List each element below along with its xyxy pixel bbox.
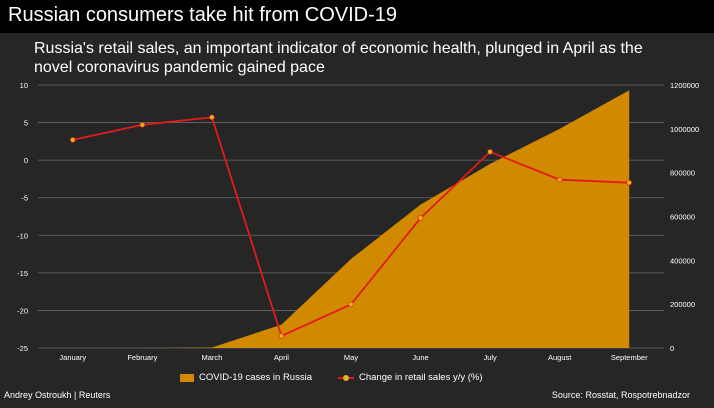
y2-tick-label: 0 [670,344,674,353]
x-tick-label: June [412,353,428,362]
legend-item-retail: Change in retail sales y/y (%) [337,372,483,383]
y2-tick-label: 1000000 [670,125,699,134]
right-axis-labels: 1200000 1000000 800000 600000 400000 200000 0 [670,81,699,353]
x-tick-label: January [59,353,86,362]
y2-tick-label: 800000 [670,169,695,178]
legend-label-cases: COVID-19 cases in Russia [199,372,312,383]
y-tick-label: -25 [17,344,28,353]
y-tick-label: -15 [17,269,28,278]
legend-swatch-area [180,373,194,382]
y-tick-label: -5 [21,194,28,203]
retail-point [626,179,632,186]
x-axis-labels: January February March April May June July Augu… [59,353,648,362]
legend-swatch-line [337,374,354,382]
retail-line-layer [70,114,632,339]
credit-text: Andrey Ostroukh | Reuters [4,390,111,400]
left-axis-labels: 10 5 0 -5 -10 -15 -20 -25 [17,81,28,353]
chart-subtitle: Russia's retail sales, an important indi… [34,40,643,76]
x-tick-label: September [611,353,648,362]
retail-point [556,176,563,183]
x-tick-label: May [344,353,358,362]
retail-point [70,137,76,143]
x-tick-label: April [274,353,289,362]
legend: COVID-19 cases in Russia Change in retai… [180,372,509,383]
y-tick-label: 10 [20,81,28,90]
retail-point [139,122,146,128]
source-text: Source: Rosstat, Rospotrebnadzor [551,390,690,400]
y-tick-label: -10 [17,231,28,240]
retail-point [209,114,215,121]
plot-area: 10 5 0 -5 -10 -15 -20 -25 1200000 1000000 800000 6… [17,81,699,362]
y2-tick-label: 200000 [670,300,695,309]
retail-point [278,333,285,339]
y2-tick-label: 1200000 [670,81,699,90]
x-tick-label: March [201,353,222,362]
x-tick-label: August [548,353,572,362]
y-tick-label: 5 [24,119,28,128]
retail-point [487,149,493,155]
chart-panel: Russia's retail sales, an important indi… [0,33,714,408]
y-tick-label: 0 [24,156,28,165]
cases-area-layer [72,90,630,348]
y-tick-label: -20 [17,306,28,315]
retail-point [417,215,424,221]
y2-tick-label: 600000 [670,213,695,222]
x-tick-label: July [483,353,497,362]
x-tick-label: February [127,353,157,362]
cases-area [72,90,630,348]
y2-tick-label: 400000 [670,256,695,265]
legend-label-retail: Change in retail sales y/y (%) [358,372,483,383]
legend-item-cases: COVID-19 cases in Russia [180,372,312,383]
retail-point [348,301,354,308]
chart-title: Russian consumers take hit from COVID-19 [8,4,398,26]
